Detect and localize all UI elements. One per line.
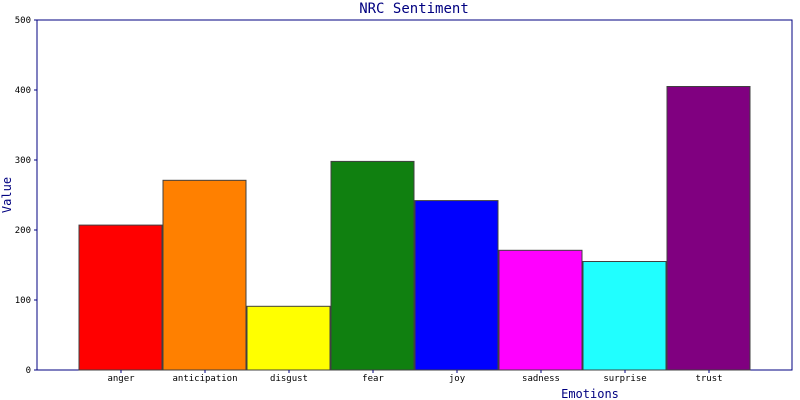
y-tick-label: 200 (15, 226, 31, 236)
bar-disgust (246, 305, 331, 371)
x-tick-label-anger: anger (107, 374, 135, 384)
x-axis-title: Emotions (561, 387, 619, 400)
bars (78, 86, 751, 371)
x-tick-label-disgust: disgust (270, 374, 308, 384)
bar-sadness (498, 249, 583, 371)
y-axis-title: Value (0, 177, 14, 213)
bar-anticipation (162, 179, 247, 371)
x-tick-label-fear: fear (362, 374, 384, 384)
y-tick-label: 100 (15, 296, 31, 306)
x-tick-label-surprise: surprise (603, 374, 646, 384)
y-axis: 0 100 200 300 400 500 (15, 16, 37, 376)
bar-fear (330, 160, 415, 371)
bar-surprise (582, 261, 667, 371)
y-tick-label: 0 (26, 366, 31, 376)
chart-title: NRC Sentiment (359, 1, 469, 17)
bar-joy (414, 200, 499, 371)
x-tick-label-joy: joy (449, 374, 466, 384)
x-tick-label-anticipation: anticipation (172, 374, 237, 384)
x-tick-label-trust: trust (695, 374, 722, 384)
y-tick-label: 300 (15, 156, 31, 166)
x-tick-label-sadness: sadness (522, 374, 560, 384)
bar-anger (78, 224, 163, 371)
y-tick-label: 500 (15, 16, 31, 26)
bar-trust (666, 86, 751, 371)
y-tick-label: 400 (15, 86, 31, 96)
x-axis: anger anticipation disgust fear joy sadness su… (107, 370, 723, 384)
